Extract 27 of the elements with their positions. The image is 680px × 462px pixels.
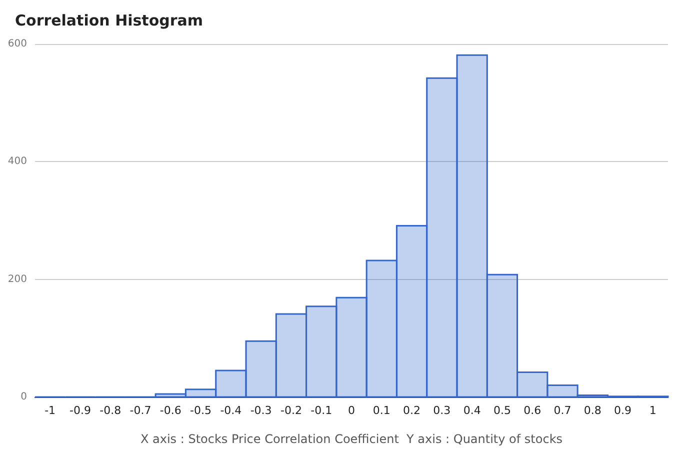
chart-title: Correlation Histogram	[15, 12, 204, 30]
x-tick-label: 0.3	[433, 404, 451, 417]
x-tick-label: -0.8	[100, 404, 122, 417]
x-tick-label: 0	[348, 404, 355, 417]
x-tick-label: 0.7	[554, 404, 572, 417]
x-tick-label: 0.5	[493, 404, 511, 417]
x-tick-label: 0.6	[524, 404, 542, 417]
x-tick-label: 0.8	[584, 404, 602, 417]
x-tick-label: -0.6	[160, 404, 182, 417]
x-tick-label: -0.9	[69, 404, 91, 417]
x-tick-label: 0.9	[614, 404, 632, 417]
x-tick-label: -1	[44, 404, 56, 417]
y-tick-label: 600	[8, 38, 27, 50]
x-axis-title: X axis : Stocks Price Correlation Coefficient Y axis : Quantity of stocks	[140, 432, 563, 446]
x-tick-label: 0.1	[372, 404, 390, 417]
x-tick-label: -0.3	[250, 404, 272, 417]
x-tick-label: -0.1	[310, 404, 332, 417]
x-tick-label: -0.4	[220, 404, 242, 417]
y-tick-label: 200	[8, 274, 27, 285]
x-tick-label: -0.2	[280, 404, 302, 417]
y-tick-label: 0	[20, 392, 27, 402]
x-tick-label: 0.4	[463, 404, 481, 417]
x-tick-label: -0.5	[190, 404, 212, 417]
x-tick-label: 1	[649, 404, 656, 417]
y-tick-label: 400	[8, 156, 27, 168]
x-tick-label: 0.2	[403, 404, 421, 417]
x-tick-label: -0.7	[130, 404, 152, 417]
